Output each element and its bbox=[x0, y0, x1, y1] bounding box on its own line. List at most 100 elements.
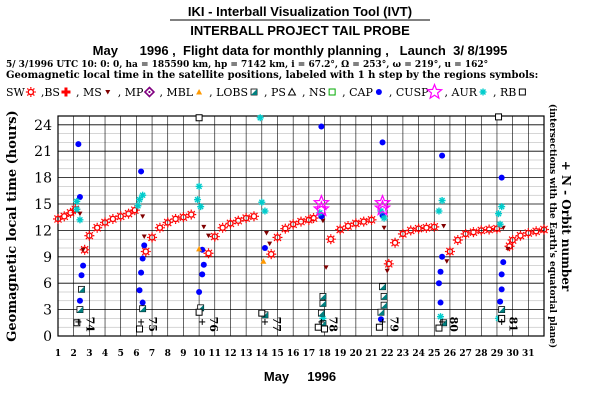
point-cap bbox=[76, 193, 83, 200]
point-sw bbox=[358, 216, 369, 227]
legend: SW ,BS , MS , MP , MBL , LOBS , PS , NS , CAP , C… bbox=[6, 82, 526, 100]
point-lobs bbox=[380, 301, 388, 309]
point-rb bbox=[495, 113, 503, 121]
x-tick-label: 27 bbox=[459, 349, 472, 359]
x-tick-label: 12 bbox=[224, 349, 237, 359]
legend-caption: Geomagnetic local time in the satellite … bbox=[6, 70, 538, 81]
y-axis-label: Geomagnetic local time (hours) bbox=[5, 110, 20, 341]
x-tick-label: 5 bbox=[118, 349, 124, 359]
point-aur bbox=[435, 207, 443, 215]
point-sw bbox=[147, 232, 158, 243]
y-tick-label: 9 bbox=[43, 250, 52, 266]
x-axis-label: May 1996 bbox=[264, 369, 336, 384]
orbit-number-label: 74 bbox=[83, 317, 96, 333]
x-tick-label: 15 bbox=[271, 349, 284, 359]
point-mbl bbox=[260, 258, 267, 264]
legend-label-6: , PS bbox=[264, 86, 286, 99]
point-ms bbox=[384, 268, 390, 274]
point-sw bbox=[539, 224, 549, 235]
point-rb bbox=[258, 309, 266, 317]
x-tick-label: 10 bbox=[193, 349, 206, 359]
legend-label-10: , AUR bbox=[445, 86, 478, 99]
point-aur bbox=[438, 196, 446, 204]
point-aur bbox=[76, 216, 84, 224]
legend-label-5: , LOBS bbox=[209, 86, 248, 99]
point-sw bbox=[390, 237, 401, 248]
legend-symbol-2 bbox=[105, 90, 111, 95]
y-tick-label: 12 bbox=[34, 223, 52, 239]
point-sw bbox=[531, 226, 542, 237]
point-lobs bbox=[319, 300, 327, 307]
legend-symbol-1 bbox=[61, 87, 71, 97]
point-aur bbox=[73, 197, 81, 205]
x-tick-label: 21 bbox=[365, 349, 378, 359]
legend-label-8: , CAP bbox=[342, 86, 373, 99]
legend-label-1: ,BS bbox=[41, 86, 60, 99]
legend-label-9: , CUSP bbox=[389, 86, 429, 99]
x-tick-label: 3 bbox=[86, 349, 92, 359]
x-tick-label: 26 bbox=[444, 349, 457, 359]
x-tick-label: 7 bbox=[149, 349, 155, 359]
point-sw bbox=[266, 249, 277, 260]
x-tick-label: 8 bbox=[165, 349, 171, 359]
point-rb bbox=[375, 323, 383, 331]
point-aur bbox=[134, 202, 142, 210]
right-axis-label: + N - Orbit number bbox=[559, 161, 573, 292]
point-sw bbox=[209, 231, 220, 242]
point-rb bbox=[314, 323, 322, 331]
point-lobs bbox=[317, 309, 325, 317]
point-cap bbox=[139, 255, 146, 262]
point-cap bbox=[379, 139, 386, 146]
x-tick-label: 9 bbox=[180, 349, 186, 359]
x-tick-label: 30 bbox=[506, 349, 519, 359]
y-tick-label: 15 bbox=[34, 197, 52, 213]
point-sw bbox=[452, 235, 463, 246]
legend-symbol-3 bbox=[143, 86, 156, 98]
point-cap bbox=[437, 299, 444, 306]
orbit-number-label: 76 bbox=[207, 317, 220, 333]
point-mbl bbox=[196, 245, 203, 252]
point-aur bbox=[139, 191, 147, 199]
point-sw bbox=[217, 222, 228, 233]
point-lobs bbox=[319, 292, 327, 300]
point-sw bbox=[170, 213, 181, 224]
point-sw bbox=[178, 212, 189, 223]
point-sw bbox=[140, 246, 151, 257]
point-lobs bbox=[78, 285, 85, 293]
point-cap bbox=[377, 316, 384, 323]
point-ms bbox=[206, 233, 212, 239]
point-sw bbox=[325, 234, 336, 245]
point-sw bbox=[186, 209, 197, 220]
y-tick-label: 18 bbox=[34, 171, 52, 187]
point-ms bbox=[140, 214, 146, 219]
point-cap bbox=[136, 287, 143, 294]
point-lobs bbox=[498, 306, 506, 314]
x-tick-label: 11 bbox=[209, 349, 222, 359]
orbit-number-label: 78 bbox=[326, 317, 339, 333]
y-tick-label: 21 bbox=[34, 144, 52, 160]
point-lobs bbox=[139, 305, 147, 313]
legend-label-3: , MP bbox=[118, 86, 144, 99]
legend-label-2: , MS bbox=[76, 86, 102, 99]
point-aur bbox=[380, 214, 388, 222]
point-sw bbox=[429, 221, 440, 232]
point-lobs bbox=[380, 292, 388, 300]
point-ms bbox=[264, 231, 270, 236]
point-rb bbox=[195, 308, 203, 316]
point-cap bbox=[261, 245, 268, 251]
project-title: INTERBALL PROJECT TAIL PROBE bbox=[190, 23, 410, 38]
legend-label-11: , RB bbox=[493, 86, 516, 99]
point-cap bbox=[141, 242, 148, 249]
legend-symbol-10 bbox=[479, 88, 487, 96]
point-cap bbox=[439, 253, 446, 260]
point-ms bbox=[201, 224, 207, 230]
x-tick-label: 28 bbox=[475, 349, 488, 359]
point-cap bbox=[318, 123, 325, 130]
x-tick-label: 19 bbox=[334, 349, 347, 359]
point-aur bbox=[498, 203, 506, 211]
point-sw bbox=[203, 248, 214, 259]
point-cap bbox=[76, 297, 83, 304]
point-aur bbox=[197, 203, 205, 211]
point-sw bbox=[523, 228, 534, 239]
